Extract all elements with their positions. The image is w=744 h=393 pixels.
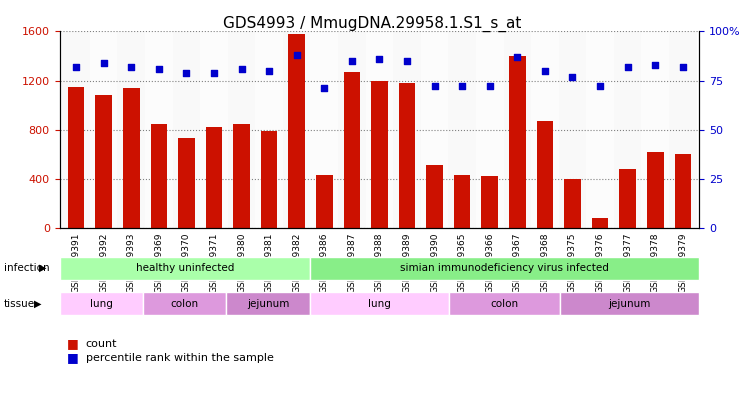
Bar	[365, 31, 394, 228]
Bar	[118, 31, 145, 228]
Point	[97, 60, 109, 66]
Point	[263, 68, 275, 74]
Bar	[261, 131, 278, 228]
Bar	[619, 169, 636, 228]
Bar	[509, 56, 525, 228]
Bar	[310, 31, 338, 228]
Bar	[62, 31, 90, 228]
Point	[539, 68, 551, 74]
Point	[429, 83, 440, 90]
Text: ■: ■	[67, 337, 79, 351]
Bar	[641, 31, 669, 228]
Point	[650, 62, 661, 68]
Text: tissue: tissue	[4, 299, 35, 309]
Point	[236, 66, 248, 72]
Point	[125, 64, 137, 70]
Bar	[426, 165, 443, 228]
Bar	[421, 31, 449, 228]
Bar	[559, 31, 586, 228]
Text: ▶: ▶	[33, 299, 41, 309]
Text: simian immunodeficiency virus infected: simian immunodeficiency virus infected	[400, 263, 609, 273]
Bar	[145, 31, 173, 228]
Text: percentile rank within the sample: percentile rank within the sample	[86, 353, 274, 363]
Bar	[454, 175, 470, 228]
Bar	[591, 218, 609, 228]
Bar	[200, 31, 228, 228]
Point	[622, 64, 634, 70]
Bar	[504, 31, 531, 228]
Point	[373, 56, 385, 62]
Point	[318, 85, 330, 92]
Bar	[614, 31, 641, 228]
Bar	[394, 31, 421, 228]
Bar	[344, 72, 360, 228]
Bar	[338, 31, 365, 228]
Bar	[95, 95, 112, 228]
Point	[594, 83, 606, 90]
Bar	[564, 179, 581, 228]
Point	[677, 64, 689, 70]
Bar	[90, 31, 118, 228]
Point	[70, 64, 82, 70]
FancyBboxPatch shape	[449, 292, 560, 315]
Bar	[255, 31, 283, 228]
Bar	[586, 31, 614, 228]
FancyBboxPatch shape	[60, 292, 143, 315]
Bar	[205, 127, 222, 228]
Bar	[481, 176, 498, 228]
Text: colon: colon	[490, 299, 519, 309]
Text: healthy uninfected: healthy uninfected	[135, 263, 234, 273]
Bar	[476, 31, 504, 228]
Text: ■: ■	[67, 351, 79, 364]
Bar	[150, 123, 167, 228]
FancyBboxPatch shape	[310, 292, 449, 315]
Bar	[399, 83, 415, 228]
Bar	[669, 31, 696, 228]
Point	[153, 66, 164, 72]
Bar	[234, 123, 250, 228]
Text: lung: lung	[368, 299, 391, 309]
Point	[181, 70, 193, 76]
Text: lung: lung	[90, 299, 112, 309]
Bar	[68, 87, 84, 228]
Point	[484, 83, 496, 90]
Text: colon: colon	[170, 299, 199, 309]
Point	[566, 73, 578, 80]
Point	[401, 58, 413, 64]
Bar	[531, 31, 559, 228]
Bar	[449, 31, 476, 228]
Bar	[178, 138, 195, 228]
Text: jejunum: jejunum	[247, 299, 289, 309]
Text: jejunum: jejunum	[609, 299, 651, 309]
Bar	[371, 81, 388, 228]
Bar	[289, 34, 305, 228]
Point	[511, 54, 523, 60]
Bar	[536, 121, 554, 228]
FancyBboxPatch shape	[310, 257, 699, 280]
Point	[346, 58, 358, 64]
Text: infection: infection	[4, 263, 49, 273]
Bar	[123, 88, 140, 228]
FancyBboxPatch shape	[226, 292, 310, 315]
Point	[456, 83, 468, 90]
Text: ▶: ▶	[39, 263, 46, 273]
FancyBboxPatch shape	[560, 292, 699, 315]
Text: GDS4993 / MmugDNA.29958.1.S1_s_at: GDS4993 / MmugDNA.29958.1.S1_s_at	[222, 16, 522, 32]
Text: count: count	[86, 339, 117, 349]
Point	[291, 52, 303, 58]
FancyBboxPatch shape	[143, 292, 226, 315]
Bar	[675, 154, 691, 228]
Bar	[173, 31, 200, 228]
Bar	[647, 152, 664, 228]
Bar	[228, 31, 255, 228]
Point	[208, 70, 220, 76]
Bar	[316, 175, 333, 228]
Bar	[283, 31, 310, 228]
FancyBboxPatch shape	[60, 257, 310, 280]
